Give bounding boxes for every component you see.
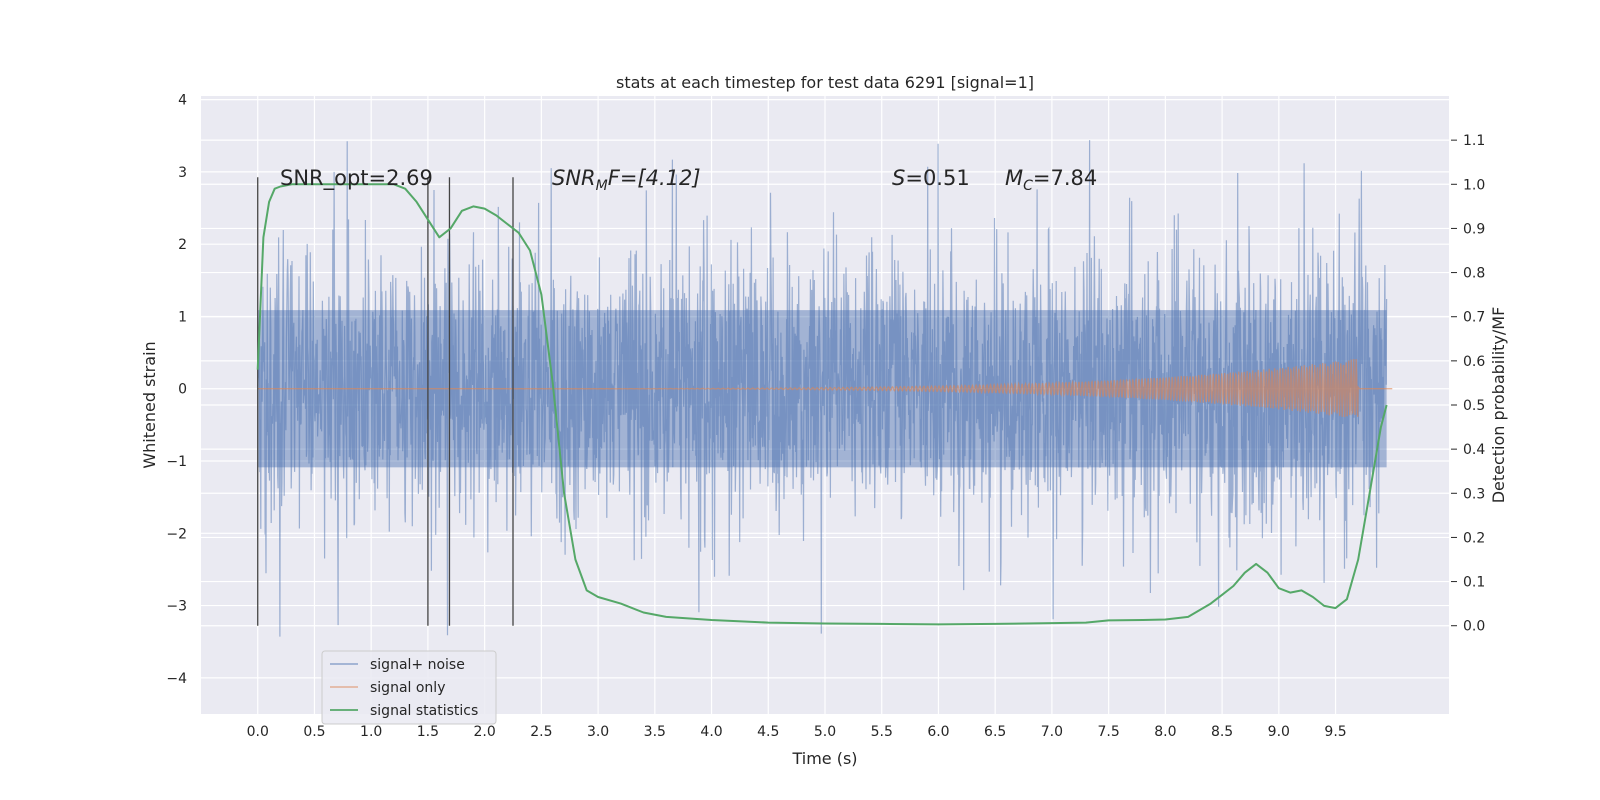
x-tick-label: 3.5: [644, 724, 666, 740]
series-signal-statistics: [256, 183, 1388, 626]
y-left-tick-label: 4: [178, 93, 187, 109]
y-right-axis-ticks: 1.1 1.0 0.9 0.8 0.7 0.6 0.5 0.4 0.3 0.2 0.1 0.0: [1451, 133, 1485, 635]
x-axis-label: Time (s): [791, 749, 857, 768]
y-right-tick-label: 0.7: [1463, 310, 1485, 326]
legend-label-signal-noise: signal+ noise: [370, 657, 465, 673]
x-tick-label: 9.5: [1324, 724, 1346, 740]
annotation-snr-opt: SNR_opt=2.69: [280, 166, 433, 191]
x-tick-label: 2.0: [474, 724, 496, 740]
y-left-tick-label: 2: [178, 237, 187, 253]
legend-box: [321, 650, 497, 725]
x-tick-label: 6.0: [927, 724, 949, 740]
y-right-tick-label: 0.5: [1463, 398, 1485, 414]
x-tick-label: 4.0: [700, 724, 722, 740]
x-tick-label: 5.5: [871, 724, 893, 740]
annotation-mc-sub: C: [1023, 178, 1033, 194]
y-left-axis-ticks: 4 3 2 1 0 −1 −2 −3 −4: [166, 93, 187, 687]
x-tick-label: 2.5: [530, 724, 552, 740]
annotation-snr-mf-sub: M: [596, 178, 608, 194]
annotation-snr-mf-main: SNR: [552, 166, 596, 190]
legend-label-signal-statistics: signal statistics: [370, 703, 478, 719]
annotation-mc: MC=7.84: [1005, 166, 1097, 194]
y-right-tick-label: 0.9: [1463, 221, 1485, 237]
y-right-tick-label: 0.4: [1463, 442, 1485, 458]
legend-label-signal-only: signal only: [370, 680, 445, 696]
y-right-tick-label: 0.0: [1463, 619, 1485, 635]
y-left-axis-label: Whitened strain: [140, 341, 159, 468]
x-tick-label: 7.5: [1098, 724, 1120, 740]
y-left-tick-label: −1: [166, 454, 187, 470]
annotation-snr-mf: SNRMF=[4.12]: [552, 166, 701, 194]
y-left-tick-label: 3: [178, 165, 187, 181]
y-right-tick-label: 0.6: [1463, 354, 1485, 370]
x-tick-label: 6.5: [984, 724, 1006, 740]
chart-title: stats at each timestep for test data 629…: [616, 73, 1034, 92]
series-signal-only: [257, 358, 1393, 418]
y-right-tick-label: 1.1: [1463, 133, 1485, 149]
y-right-tick-label: 0.8: [1463, 266, 1485, 282]
x-tick-label: 4.5: [757, 724, 779, 740]
annotation-s-var: S: [892, 166, 905, 190]
x-tick-label: 0.0: [247, 724, 269, 740]
x-tick-label: 8.5: [1211, 724, 1233, 740]
y-right-tick-label: 1.0: [1463, 177, 1485, 193]
y-left-tick-label: −4: [166, 671, 187, 687]
y-right-tick-label: 0.2: [1463, 530, 1485, 546]
x-axis-ticks: 0.0 0.5 1.0 1.5 2.0 2.5 3.0 3.5 4.0 4.5 5.0 5.5 6.0 6…: [247, 724, 1347, 740]
y-right-tick-label: 0.1: [1463, 575, 1485, 591]
y-right-axis-label: Detection probability/MF: [1489, 307, 1508, 504]
annotation-mc-var: M: [1005, 166, 1023, 190]
x-tick-label: 1.0: [360, 724, 382, 740]
x-tick-label: 7.0: [1041, 724, 1063, 740]
y-left-tick-label: 1: [178, 309, 187, 325]
y-left-tick-label: −2: [166, 526, 187, 542]
annotation-mc-rest: =7.84: [1033, 166, 1097, 190]
annotation-snr-mf-rest: F=[4.12]: [608, 166, 701, 190]
y-left-tick-label: 0: [178, 382, 187, 398]
statistics-trace: [256, 183, 1388, 626]
x-tick-label: 5.0: [814, 724, 836, 740]
vertical-markers: [257, 177, 514, 626]
legend: signal+ noise signal only signal statist…: [321, 650, 497, 725]
x-tick-label: 8.0: [1154, 724, 1176, 740]
x-tick-label: 9.0: [1268, 724, 1290, 740]
x-tick-label: 3.0: [587, 724, 609, 740]
chirp-trace: [257, 358, 1393, 418]
y-left-tick-label: −3: [166, 599, 187, 615]
y-right-tick-label: 0.3: [1463, 486, 1485, 502]
x-tick-label: 0.5: [303, 724, 325, 740]
annotation-s: S=0.51: [892, 166, 970, 190]
annotation-s-rest: =0.51: [905, 166, 969, 190]
x-tick-label: 1.5: [417, 724, 439, 740]
